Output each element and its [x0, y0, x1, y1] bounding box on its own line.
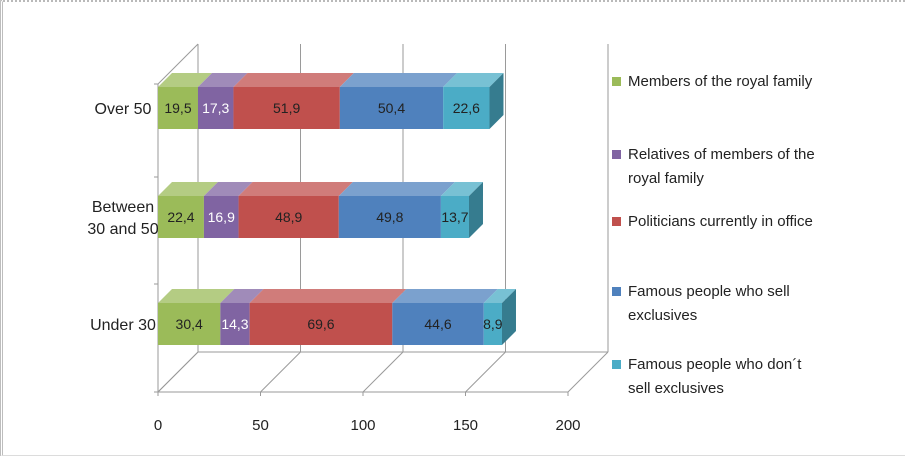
- x-tick-label: 200: [555, 417, 580, 434]
- stacked-bar-chart: 19,5 17,3 51,9 50,4 22,6 22,4 16,9 48,9 49,8 13,7…: [87, 43, 815, 434]
- data-label: 19,5: [164, 100, 191, 116]
- legend-label: Relatives of members of the: [628, 146, 815, 163]
- x-tick-label: 50: [252, 417, 269, 434]
- bar-top: [158, 182, 218, 196]
- floor-line-150: [465, 351, 506, 393]
- data-label: 16,9: [208, 209, 235, 225]
- bar-side: [501, 289, 516, 345]
- bar-top: [443, 73, 504, 87]
- bar-segment: [158, 196, 204, 238]
- bar-segment: [233, 87, 340, 129]
- bar-top: [238, 182, 353, 196]
- data-label: 69,6: [307, 316, 334, 332]
- category-label: Over 50: [95, 101, 152, 118]
- bar-segment: [339, 87, 444, 129]
- bar-segment: [197, 87, 234, 129]
- x-tick-label: 100: [350, 417, 375, 434]
- bar-segment: [220, 303, 250, 345]
- bar-side: [489, 73, 504, 129]
- floor-line-0: [157, 351, 199, 393]
- bar-top: [158, 289, 235, 303]
- data-label: 22,6: [453, 100, 480, 116]
- bar-segment: [158, 87, 198, 129]
- data-label: 44,6: [424, 316, 451, 332]
- bar-segment: [483, 303, 502, 345]
- data-label: 17,3: [202, 100, 229, 116]
- data-label: 22,4: [167, 209, 194, 225]
- bar-segment: [338, 196, 441, 238]
- legend-swatch: [612, 77, 621, 86]
- bar-top: [339, 73, 458, 87]
- legend-label: royal family: [628, 170, 704, 187]
- data-label: 13,7: [441, 209, 468, 225]
- bar-segment: [249, 303, 393, 345]
- category-label: 30 and 50: [87, 221, 158, 238]
- bar-segment: [443, 87, 490, 129]
- legend-swatch: [612, 360, 621, 369]
- bar-segment: [440, 196, 469, 238]
- bar-top: [483, 289, 516, 303]
- bar-top: [338, 182, 455, 196]
- data-label: 51,9: [273, 100, 300, 116]
- legend-label: Politicians currently in office: [628, 213, 813, 230]
- bar-top: [440, 182, 483, 196]
- bar-top: [233, 73, 354, 87]
- legend-swatch: [612, 287, 621, 296]
- bar-side: [468, 182, 483, 238]
- bar-segment: [158, 303, 221, 345]
- bar-segment: [203, 196, 239, 238]
- y-axis: Over 50 Between 30 and 50 Under 30: [87, 83, 159, 393]
- bar-top: [197, 73, 248, 87]
- legend-label: Famous people who don´t: [628, 356, 802, 373]
- data-label: 30,4: [176, 316, 203, 332]
- legend-label: Members of the royal family: [628, 73, 813, 90]
- legend-label: sell exclusives: [628, 380, 724, 397]
- legend: Members of the royal family Relatives of …: [612, 73, 815, 397]
- bar-top: [203, 182, 253, 196]
- bar-top: [158, 73, 212, 87]
- x-tick-label: 150: [453, 417, 478, 434]
- bars: 19,5 17,3 51,9 50,4 22,6 22,4 16,9 48,9 49,8 13,7…: [158, 73, 516, 345]
- side-wall-top-edge: [157, 43, 199, 85]
- data-label: 8,9: [483, 316, 503, 332]
- category-label: Under 30: [90, 317, 156, 334]
- bar-top: [249, 289, 407, 303]
- bar-segment: [392, 303, 484, 345]
- floor-line-50: [260, 351, 301, 393]
- floor-line-100: [362, 351, 404, 393]
- data-label: 14,3: [221, 316, 248, 332]
- legend-swatch: [612, 217, 621, 226]
- bar-top: [220, 289, 264, 303]
- legend-label: Famous people who sell: [628, 283, 790, 300]
- x-tick-label: 0: [154, 417, 162, 434]
- floor-line-200: [567, 351, 609, 393]
- x-axis: 0 50 100 150 200: [154, 391, 581, 434]
- bar-segment: [238, 196, 339, 238]
- legend-swatch: [612, 150, 621, 159]
- data-label: 50,4: [378, 100, 405, 116]
- bar-top: [392, 289, 498, 303]
- category-label: Between: [92, 199, 154, 216]
- legend-label: exclusives: [628, 307, 697, 324]
- data-label: 48,9: [275, 209, 302, 225]
- data-label: 49,8: [376, 209, 403, 225]
